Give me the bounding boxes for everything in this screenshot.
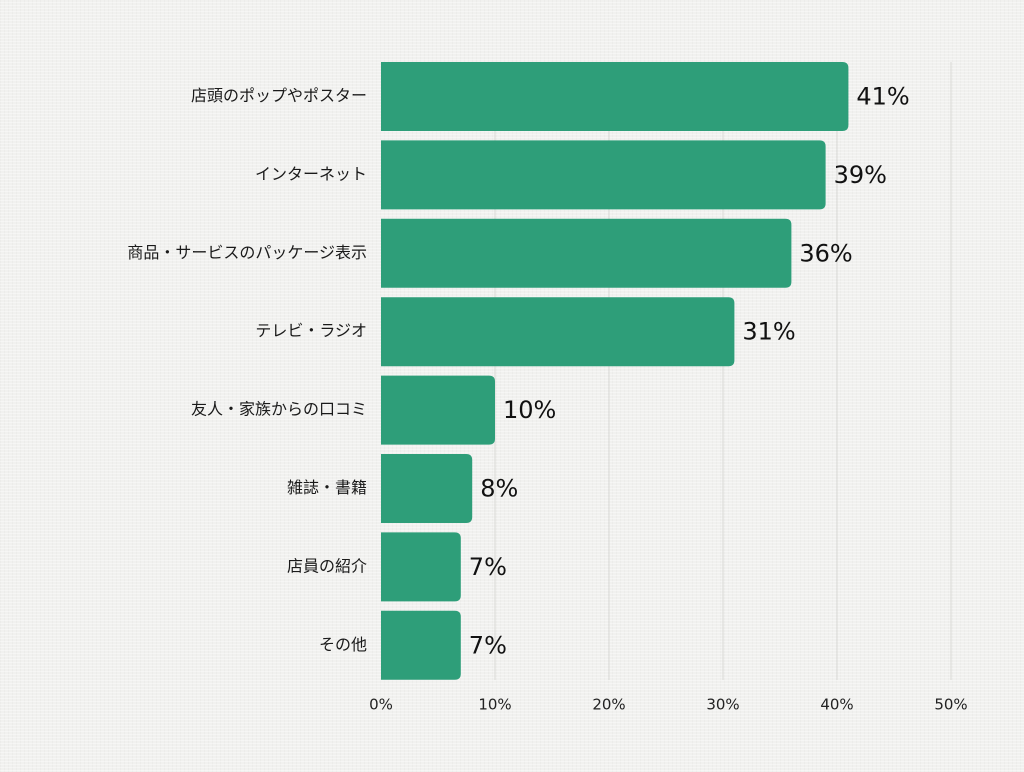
category-labels: 店頭のポップやポスターインターネット商品・サービスのパッケージ表示テレビ・ラジオ… <box>127 86 367 654</box>
value-label-3: 31% <box>742 318 795 346</box>
category-label-4: 友人・家族からの口コミ <box>191 400 367 419</box>
x-tick-label-10: 10% <box>478 696 511 714</box>
value-labels: 41% 39% 36% 31% 10% 8% 7% 7% <box>469 83 910 660</box>
value-label-2: 36% <box>799 239 852 267</box>
x-axis-ticks: 0% 10% 20% 30% 40% 50% <box>369 696 968 714</box>
category-label-5: 雑誌・書籍 <box>287 478 367 497</box>
value-label-6: 7% <box>469 553 507 581</box>
category-label-2: 商品・サービスのパッケージ表示 <box>127 243 367 262</box>
category-label-6: 店員の紹介 <box>287 556 367 575</box>
value-label-7: 7% <box>469 631 507 659</box>
category-label-3: テレビ・ラジオ <box>255 321 367 340</box>
x-tick-label-0: 0% <box>369 696 393 714</box>
value-label-1: 39% <box>834 161 887 189</box>
bar-5 <box>381 454 473 523</box>
x-tick-label-50: 50% <box>934 696 967 714</box>
bar-7 <box>381 610 461 680</box>
bar-2 <box>381 218 792 288</box>
bar-4 <box>381 375 495 445</box>
bar-0 <box>381 62 849 131</box>
x-tick-label-30: 30% <box>706 696 739 714</box>
bar-3 <box>381 297 735 367</box>
bar-1 <box>381 140 826 210</box>
bars <box>381 62 849 680</box>
category-label-1: インターネット <box>255 164 367 183</box>
x-tick-label-40: 40% <box>820 696 853 714</box>
x-tick-label-20: 20% <box>592 696 625 714</box>
category-label-0: 店頭のポップやポスター <box>191 86 367 105</box>
value-label-4: 10% <box>503 396 556 424</box>
category-label-7: その他 <box>319 635 367 654</box>
bar-6 <box>381 532 461 602</box>
value-label-5: 8% <box>480 475 518 503</box>
value-label-0: 41% <box>856 83 909 111</box>
